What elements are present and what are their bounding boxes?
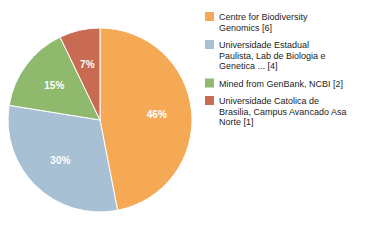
legend-item: Centre for BiodiversityGenomics [6] bbox=[205, 12, 308, 33]
legend-label-line: Brasilia, Campus Avancado Asa bbox=[219, 107, 346, 117]
legend-item: Mined from GenBank, NCBI [2] bbox=[205, 79, 343, 89]
legend-label: Universidade EstadualPaulista, Lab de Bi… bbox=[219, 40, 326, 71]
legend-label-line: Genetica ... [4] bbox=[219, 61, 278, 71]
data-label: 15% bbox=[44, 80, 64, 91]
data-label: 7% bbox=[80, 59, 95, 70]
legend-label-line: Universidade Catolica de bbox=[219, 96, 319, 106]
legend-label-line: Centre for Biodiversity bbox=[219, 12, 308, 22]
pie bbox=[8, 28, 192, 212]
legend-item: Universidade Catolica deBrasilia, Campus… bbox=[205, 96, 346, 127]
pie-slice bbox=[100, 28, 192, 210]
legend-label: Mined from GenBank, NCBI [2] bbox=[219, 79, 343, 89]
legend-label: Universidade Catolica deBrasilia, Campus… bbox=[219, 96, 346, 127]
legend-label-line: Mined from GenBank, NCBI [2] bbox=[219, 79, 343, 89]
legend-label: Centre for BiodiversityGenomics [6] bbox=[219, 12, 308, 33]
legend: Centre for BiodiversityGenomics [6] Unive… bbox=[205, 12, 346, 127]
pie-slice bbox=[8, 105, 118, 212]
legend-swatch bbox=[205, 40, 214, 49]
legend-swatch bbox=[205, 79, 214, 88]
pie-slice bbox=[60, 28, 100, 120]
legend-swatch bbox=[205, 96, 214, 105]
data-labels: 46% 30% 15% 7% bbox=[44, 59, 167, 167]
chart: 46% 30% 15% 7% Centre for BiodiversityGenomi… bbox=[0, 0, 380, 240]
legend-label-line: Norte [1] bbox=[219, 117, 254, 127]
legend-label-line: Genomics [6] bbox=[219, 23, 272, 33]
legend-label-line: Paulista, Lab de Biologia e bbox=[219, 51, 326, 61]
legend-label-line: Universidade Estadual bbox=[219, 40, 309, 50]
data-label: 30% bbox=[50, 155, 70, 166]
legend-swatch bbox=[205, 12, 214, 21]
data-label: 46% bbox=[147, 109, 167, 120]
legend-item: Universidade EstadualPaulista, Lab de Bi… bbox=[205, 40, 326, 71]
